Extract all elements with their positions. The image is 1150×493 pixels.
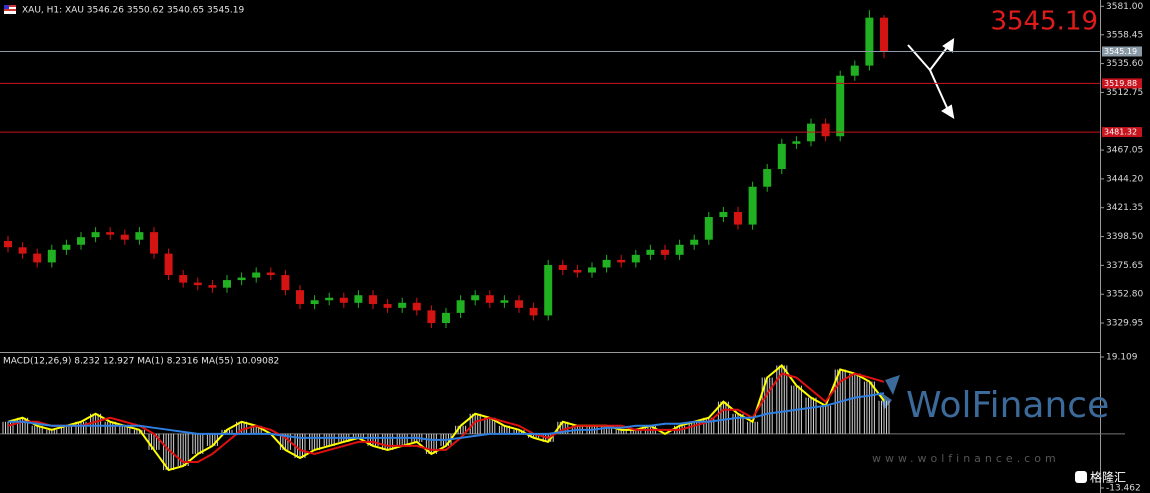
y-tick-label: 3467.05 [1106,146,1143,156]
candle-body [777,143,786,170]
y-tick-label: 3398.50 [1106,232,1143,242]
chart-header: XAU, H1: XAU 3546.26 3550.62 3540.65 354… [22,6,245,16]
candle-body [646,249,655,255]
candle-body [485,295,494,303]
candle-body [106,232,115,235]
candle-body [529,307,538,316]
candle-body [164,253,173,276]
candle-body [880,17,888,52]
candle-body [135,232,144,240]
candle-body [821,123,830,137]
macd-line [7,372,885,463]
candle-body [734,211,742,225]
level-label: 3519.88 [1104,79,1137,88]
macd-header: MACD(12,26,9) 8.232 12.927 MA(1) 8.2316 … [3,357,279,367]
candle-body [310,300,319,305]
candle-body [77,237,85,245]
candle-body [836,75,845,137]
macd-line [7,364,885,472]
y-tick-label: 3375.65 [1106,261,1143,271]
candle-body [120,234,129,240]
level-label-box [1102,46,1142,57]
candle-body [281,275,290,291]
y-tick-label: 3558.45 [1106,30,1143,40]
candle-body [690,239,699,245]
level-label-box [1102,78,1142,89]
candle-body [237,277,246,281]
candle-body [150,232,158,254]
symbol-icon [4,5,16,14]
watermark-url: www.wolfinance.com [872,452,1060,465]
candle-body [47,249,56,263]
candle-body [748,186,757,225]
candle-body [91,232,100,238]
candle-body [193,282,202,286]
y-tick-label: 3352.80 [1106,290,1143,300]
candle-body [412,302,421,311]
candle-body [865,17,874,66]
candle-body [850,65,859,76]
y-tick-label: -13.462 [1106,483,1141,493]
macd-line [8,392,885,441]
candle-body [18,247,27,254]
price-badge: 3545.19 [990,7,1098,37]
y-tick-label: 3444.20 [1106,174,1143,184]
source-icon [1075,471,1087,483]
candle-body [339,297,348,303]
candle-body [456,300,465,313]
y-tick-label: 19.109 [1106,352,1138,362]
candle-body [179,275,188,283]
y-tick-label: 3535.60 [1106,59,1143,69]
candle-body [398,302,407,308]
candle-body [296,290,304,305]
candle-body [675,244,684,255]
arrows [907,38,955,119]
candle-body [617,259,626,263]
candle-body [383,304,392,308]
y-tick-label: 3329.95 [1106,319,1143,329]
candle-body [442,312,450,323]
candle-body [631,254,640,263]
candle-body [208,285,217,288]
y-tick-label: 3421.35 [1106,203,1143,213]
candle-body [792,141,801,144]
candle-body [515,300,523,308]
candle-body [427,310,436,323]
candle-body [4,240,12,248]
candle-body [544,264,553,316]
candle-body [602,259,611,268]
candle-body [369,295,377,305]
candle-body [500,300,509,303]
candle-body [588,267,596,273]
candle-body [763,169,772,187]
y-tick-label: 3512.75 [1106,88,1143,98]
candle-body [354,295,363,303]
candle-body [33,253,42,263]
level-label: 3545.19 [1104,47,1137,56]
candle-body [719,211,728,218]
watermark-brand: WolFinance [906,385,1109,426]
candle-body [223,280,231,288]
candle-body [266,272,275,276]
candle-body [704,217,713,240]
watermark-source: 格隆汇 [1090,470,1126,485]
candle-body [558,264,567,270]
candle-body [471,295,480,301]
candle-body [661,249,669,255]
candle-body [325,297,334,301]
level-label: 3481.32 [1104,128,1137,137]
candle-body [62,244,71,250]
candle-body [573,269,582,273]
level-label-box [1102,127,1142,138]
candle-body [252,272,261,278]
y-tick-label: 3581.00 [1106,2,1143,12]
